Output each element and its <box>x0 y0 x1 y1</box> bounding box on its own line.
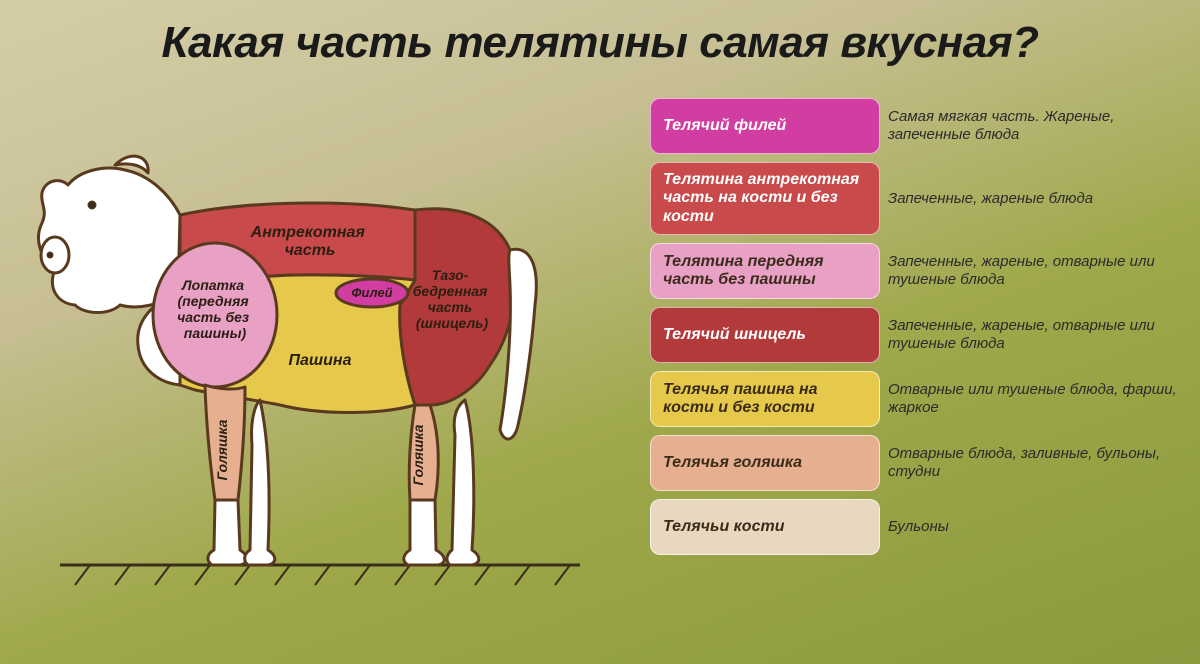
front-leg-2 <box>245 400 275 565</box>
legend-desc: Отварные или тушеные блюда, фарши, жарко… <box>888 371 1180 427</box>
legend-desc: Самая мягкая часть. Жареные, запеченные … <box>888 98 1180 154</box>
ground-line <box>60 565 580 585</box>
legend-desc: Запеченные, жареные, отварные или тушены… <box>888 307 1180 363</box>
legend-row: Телячий шницель Запеченные, жареные, отв… <box>650 307 1180 363</box>
legend-chip: Телячий шницель <box>650 307 880 363</box>
legend-chip: Телячий филей <box>650 98 880 154</box>
front-lower-leg <box>208 500 247 565</box>
legend-row: Телячья пашина на кости и без кости Отва… <box>650 371 1180 427</box>
label-lopatka: Лопатка (передняя часть без пашины) <box>177 277 253 341</box>
eye <box>88 201 96 209</box>
label-filej: Филей <box>351 285 392 300</box>
legend-chip: Телячья пашина на кости и без кости <box>650 371 880 427</box>
legend-row: Телячьи кости Бульоны <box>650 499 1180 555</box>
legend-chip: Телячьи кости <box>650 499 880 555</box>
legend-desc: Бульоны <box>888 499 1180 555</box>
label-pashina: Пашина <box>289 352 352 369</box>
page-title: Какая часть телятины самая вкусная? <box>0 0 1200 68</box>
legend-desc: Запеченные, жареные, отварные или тушены… <box>888 243 1180 299</box>
content-area: Антрекотная часть Лопатка (передняя част… <box>0 68 1200 652</box>
veal-svg: Антрекотная часть Лопатка (передняя част… <box>20 88 620 642</box>
rear-leg-2 <box>447 400 479 565</box>
legend-table: Телячий филей Самая мягкая часть. Жарены… <box>650 88 1180 642</box>
veal-cuts-diagram: Антрекотная часть Лопатка (передняя част… <box>20 88 620 642</box>
legend-desc: Запеченные, жареные блюда <box>888 162 1180 235</box>
legend-chip: Телячья голяшка <box>650 435 880 491</box>
label-golyashka-f: Голяшка <box>214 419 230 480</box>
legend-row: Телятина антрекотная часть на кости и бе… <box>650 162 1180 235</box>
muzzle <box>41 237 69 273</box>
legend-row: Телячий филей Самая мягкая часть. Жарены… <box>650 98 1180 154</box>
rear-lower-leg <box>404 500 444 565</box>
legend-row: Телячья голяшка Отварные блюда, заливные… <box>650 435 1180 491</box>
label-golyashka-r: Голяшка <box>410 424 426 485</box>
legend-desc: Отварные блюда, заливные, бульоны, студн… <box>888 435 1180 491</box>
legend-chip: Телятина передняя часть без пашины <box>650 243 880 299</box>
legend-chip: Телятина антрекотная часть на кости и бе… <box>650 162 880 235</box>
legend-row: Телятина передняя часть без пашины Запеч… <box>650 243 1180 299</box>
